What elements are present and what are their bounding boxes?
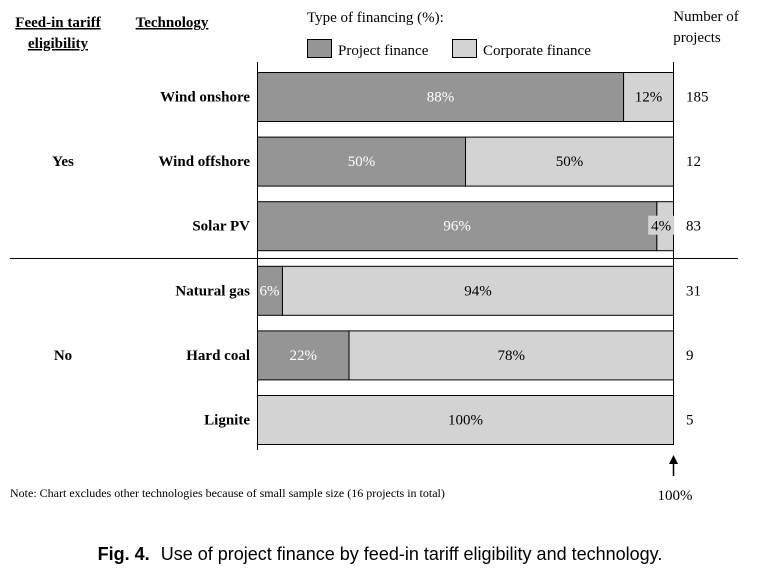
figure-caption: Fig. 4. Use of project finance by feed-i… (98, 544, 663, 564)
reference-arrow-head (669, 455, 678, 464)
bar-segment-project-finance (257, 201, 658, 252)
category-label: Solar PV (192, 219, 250, 235)
header-eligibility-line1: Feed-in tariff (15, 15, 101, 31)
figure-caption-label: Fig. 4. (98, 544, 150, 564)
data-label: 100% (448, 413, 483, 429)
legend-title: Type of financing (%): (307, 10, 444, 26)
reference-marker: 100% (658, 455, 693, 504)
figure-caption-text: Use of project finance by feed-in tariff… (161, 544, 663, 564)
data-label: 50% (348, 154, 376, 170)
data-label: 96% (443, 219, 471, 235)
header-eligibility-line2: eligibility (28, 36, 89, 52)
category-label: Wind onshore (160, 90, 250, 106)
category-label: Lignite (204, 413, 250, 429)
labels-layer: Wind onshore 88% 12% 185 Wind offshore 50% 50%… (52, 90, 708, 429)
project-count: 31 (686, 283, 701, 299)
data-label: 22% (290, 348, 318, 364)
bar-segment-corporate-finance (257, 395, 674, 445)
data-label: 94% (464, 283, 492, 299)
header-projects-line1: Number of (673, 9, 738, 25)
project-count: 5 (686, 413, 694, 429)
data-label: 50% (556, 154, 584, 170)
data-label-bg (648, 215, 675, 235)
group-label-no: No (54, 348, 72, 364)
bar-segment-project-finance (257, 265, 283, 316)
category-label: Hard coal (186, 348, 250, 364)
bar-segment-corporate-finance (465, 136, 674, 187)
reference-marker-label: 100% (658, 488, 693, 504)
project-count: 12 (686, 154, 701, 170)
legend: Project finance Corporate finance (307, 39, 591, 59)
project-count: 83 (686, 219, 701, 235)
header-technology: Technology (136, 15, 209, 31)
header-projects-line2: projects (673, 30, 721, 46)
data-label: 4% (651, 219, 671, 235)
legend-swatch-0 (307, 39, 332, 58)
category-label: Natural gas (175, 283, 250, 299)
chart-note: Note: Chart excludes other technologies … (10, 486, 445, 500)
data-label: 78% (498, 348, 526, 364)
group-label-yes: Yes (52, 154, 74, 170)
bars-layer (257, 72, 675, 445)
legend-label-0: Project finance (338, 43, 429, 59)
project-count: 9 (686, 348, 694, 364)
project-count: 185 (686, 90, 709, 106)
bar-segment-corporate-finance (281, 265, 674, 316)
bar-segment-project-finance (257, 72, 625, 122)
category-label: Wind offshore (158, 154, 250, 170)
data-label: 12% (635, 90, 663, 106)
bar-segment-project-finance (257, 136, 466, 187)
bar-segment-corporate-finance (623, 72, 675, 122)
bar-segment-project-finance (257, 330, 350, 381)
data-label: 88% (427, 90, 455, 106)
legend-swatch-1 (452, 39, 477, 58)
legend-label-1: Corporate finance (483, 43, 591, 59)
bar-segment-corporate-finance (348, 330, 674, 381)
data-label: 6% (260, 283, 280, 299)
